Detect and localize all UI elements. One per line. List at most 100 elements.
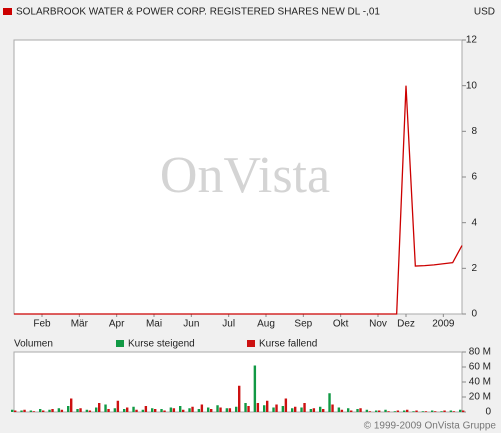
volume-bar — [188, 408, 191, 412]
volume-bar — [294, 406, 297, 412]
y-tick-label: 0 — [471, 309, 477, 320]
volume-bar — [238, 385, 241, 412]
x-tick-label: Feb — [33, 319, 51, 330]
x-tick-label: Dez — [397, 319, 415, 330]
volume-bar — [412, 411, 415, 412]
volume-bar — [172, 408, 176, 412]
y-tick-label: 80 M — [469, 347, 491, 358]
legend-swatch — [247, 340, 255, 347]
volume-bar — [219, 407, 222, 412]
volume-bar — [247, 406, 250, 412]
volume-bar — [113, 408, 117, 412]
volume-bar — [375, 410, 378, 412]
volume-bar — [291, 408, 294, 412]
volume-bar — [51, 409, 54, 412]
volume-bar — [378, 410, 381, 412]
volume-bar — [179, 406, 182, 412]
volume-bar — [126, 407, 129, 412]
volume-bar — [440, 411, 443, 412]
legend-swatch — [116, 340, 124, 347]
volume-bar — [116, 400, 120, 412]
volume-bar — [123, 409, 126, 412]
volume-bar — [42, 410, 45, 412]
volume-bar — [228, 408, 232, 412]
x-tick-label: 2009 — [432, 319, 455, 330]
chart-title: SOLARBROOK WATER & POWER CORP. REGISTERE… — [16, 7, 380, 18]
volume-bar — [396, 410, 400, 412]
y-tick-label: 10 — [466, 80, 478, 91]
volume-bar — [253, 365, 257, 412]
y-tick-label: 4 — [471, 217, 477, 228]
volume-bar — [20, 410, 23, 412]
watermark: OnVista — [160, 147, 330, 204]
volume-bar — [300, 407, 303, 412]
y-tick-label: 20 M — [469, 392, 491, 403]
volume-bar — [48, 409, 51, 412]
volume-bar — [225, 408, 229, 412]
volume-bar — [365, 409, 369, 412]
volume-bar — [216, 405, 219, 412]
volume-bar — [347, 408, 350, 412]
volume-bar — [350, 410, 353, 412]
volume-bar — [263, 405, 266, 412]
volume-bar — [60, 409, 64, 412]
volume-bar — [393, 411, 397, 412]
volume-bar — [191, 406, 194, 412]
volume-bar — [421, 411, 425, 412]
volume-bar — [256, 403, 260, 412]
volume-bar — [23, 409, 26, 412]
volume-bar — [443, 410, 446, 412]
x-tick-label: Aug — [257, 319, 275, 330]
x-tick-label: Nov — [369, 319, 387, 330]
volume-bar — [95, 407, 98, 412]
volume-bar — [57, 408, 61, 412]
volume-bar — [356, 409, 359, 412]
volume-bar — [235, 406, 238, 412]
volume-bar — [415, 410, 418, 412]
volume-bar — [284, 398, 288, 412]
y-tick-label: 12 — [466, 35, 478, 46]
volume-bar — [200, 404, 204, 412]
volume-bar — [151, 408, 154, 412]
volume-bar — [163, 410, 166, 412]
volume-bar — [319, 406, 322, 412]
volume-bar — [39, 409, 42, 412]
x-tick-label: Jun — [183, 319, 199, 330]
legend-label: Kurse steigend — [128, 339, 195, 350]
y-tick-label: 8 — [471, 126, 477, 137]
volume-bar — [387, 411, 390, 412]
volume-bar — [144, 406, 148, 412]
volume-bar — [309, 409, 313, 412]
y-tick-label: 0 — [485, 407, 491, 418]
volume-bar — [98, 403, 101, 412]
volume-bar — [141, 409, 145, 412]
copyright: © 1999-2009 OnVista Gruppe — [364, 421, 497, 432]
volume-bar — [132, 406, 135, 412]
volume-bar — [272, 407, 275, 412]
title-swatch — [3, 8, 12, 15]
y-tick-label: 6 — [471, 172, 477, 183]
x-tick-label: Mai — [146, 319, 162, 330]
volume-bar — [281, 406, 285, 412]
volume-bar — [434, 411, 437, 412]
volume-bar — [197, 409, 201, 412]
volume-bar — [266, 400, 269, 412]
volume-bar — [337, 407, 341, 412]
volume-bar — [403, 410, 406, 412]
volume-bar — [210, 409, 213, 412]
volume-bar — [67, 406, 70, 412]
volume-bar — [431, 410, 434, 412]
volume-bar — [29, 410, 33, 412]
currency: USD — [474, 7, 495, 18]
volume-bar — [303, 403, 306, 412]
legend-label: Kurse fallend — [259, 339, 317, 350]
volume-bar — [424, 411, 428, 412]
y-tick-label: 40 M — [469, 377, 491, 388]
volume-bar — [135, 409, 138, 412]
volume-bar — [340, 409, 344, 412]
volume-bar — [160, 409, 163, 412]
volume-bar — [11, 409, 14, 412]
volume-bar — [462, 410, 465, 412]
volume-bar — [459, 409, 462, 412]
